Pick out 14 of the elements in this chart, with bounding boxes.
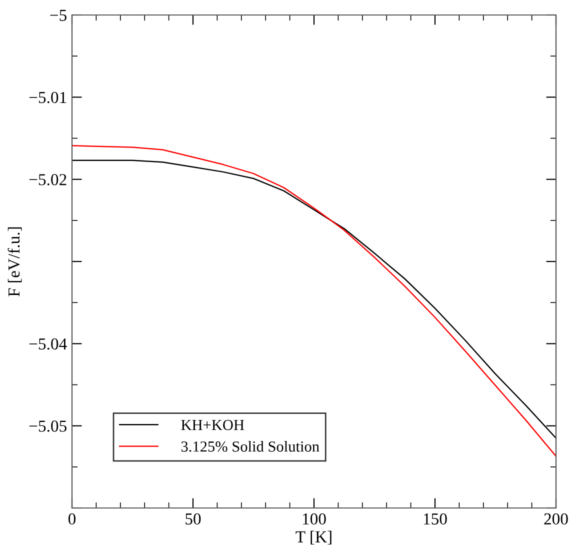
y-axis-title: F [eV/f.u.] [8, 227, 22, 296]
y-tick-label: −5.05 [29, 420, 66, 432]
x-tick-label: 150 [424, 513, 447, 525]
legend-label: 3.125% Solid Solution [181, 440, 320, 452]
x-tick-label: 0 [68, 513, 76, 525]
y-tick-label: −5 [50, 10, 66, 21]
x-tick-label: 50 [186, 513, 201, 525]
y-tick-label: −5.01 [29, 92, 66, 104]
x-tick-label: 100 [302, 513, 326, 525]
y-tick-label: −5.04 [29, 338, 67, 350]
legend-label: KH+KOH [181, 420, 244, 430]
x-axis-title: T [K] [296, 530, 332, 545]
x-tick-label: 200 [544, 513, 568, 525]
y-tick-label: −5.02 [29, 174, 66, 186]
